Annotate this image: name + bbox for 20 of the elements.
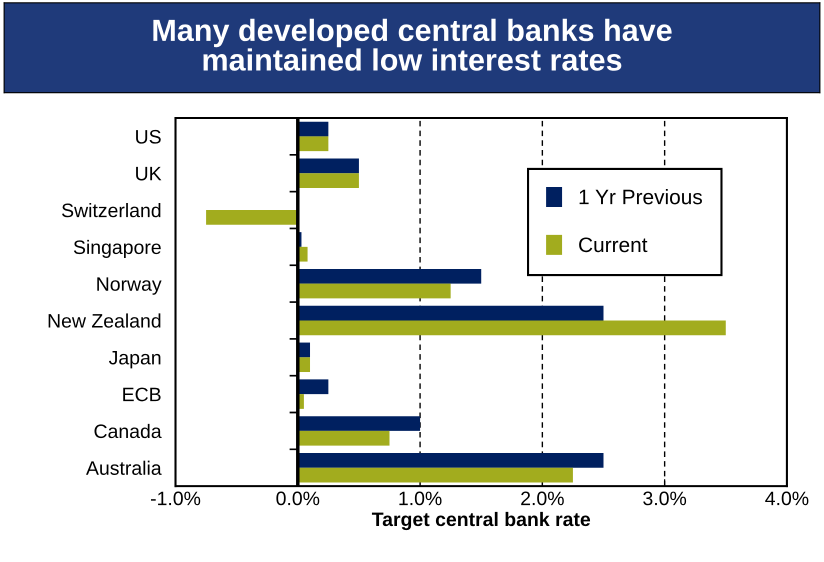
y-tick-label: New Zealand (48, 313, 160, 328)
y-tick-label: Singapore (74, 240, 161, 258)
x-axis-title: Target central bank rate (372, 512, 590, 530)
y-tick-label: Canada (94, 424, 162, 438)
y-tick-label: Switzerland (62, 203, 160, 218)
y-tick-label: UK (136, 166, 162, 180)
x-tick-label: 4.0% (765, 492, 808, 506)
x-tick-label: -1.0% (150, 492, 200, 506)
y-tick-label: Australia (86, 460, 162, 475)
x-tick-label: 1.0% (399, 492, 442, 506)
x-tick-label: 2.0% (521, 492, 564, 506)
x-tick-label: 0.0% (276, 492, 320, 506)
y-tick-label: US (136, 130, 161, 144)
chart-title: Many developed central banks have maintained low interest rates (153, 18, 672, 71)
y-tick-label: Norway (97, 277, 162, 295)
y-tick-label: Japan (108, 350, 160, 368)
y-tick-label: ECB (123, 388, 161, 402)
x-tick-label: 3.0% (643, 492, 686, 506)
legend-label: 1 Yr Previous (580, 189, 702, 204)
legend-label: Current (579, 237, 648, 252)
